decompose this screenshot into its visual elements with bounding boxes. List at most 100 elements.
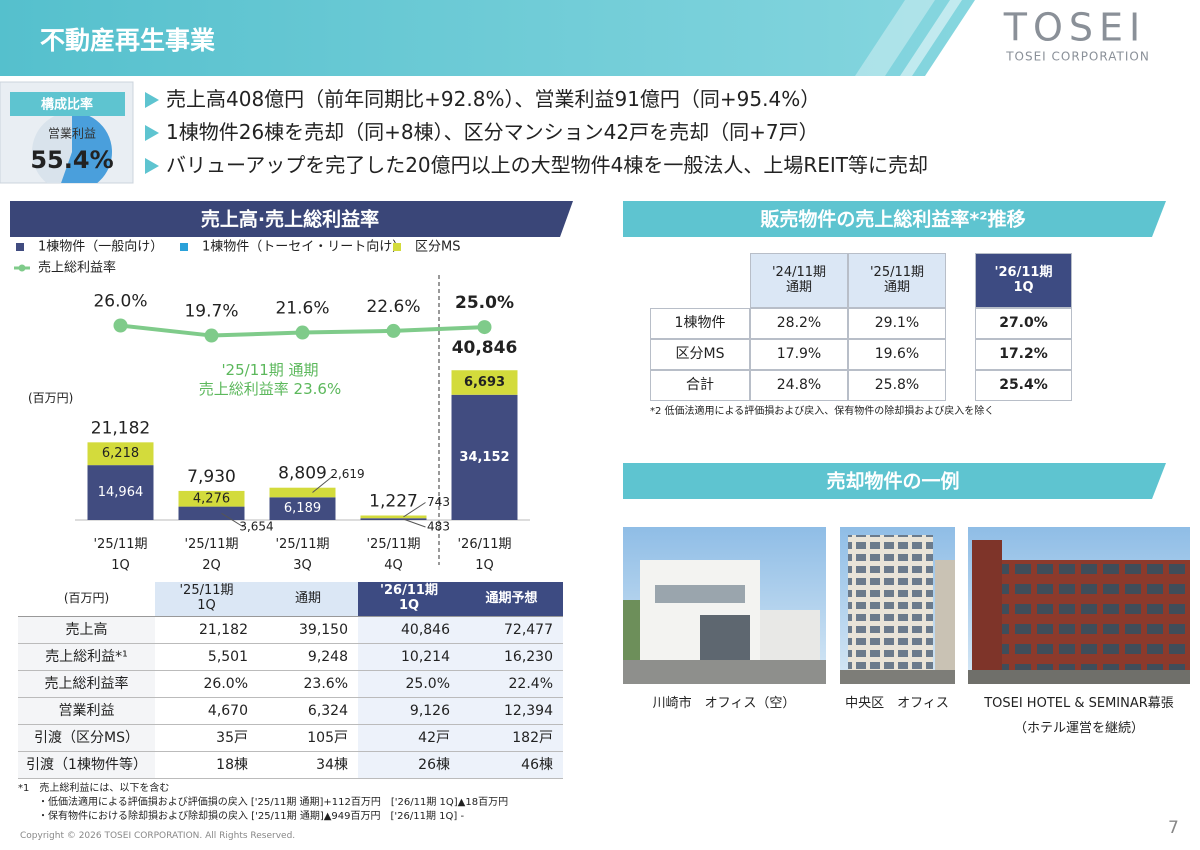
legend-swatch [16, 243, 24, 251]
table-cell: 16,230 [460, 644, 563, 671]
bar-segment [87, 465, 154, 520]
line-point [113, 318, 128, 333]
margin-cell: 29.1% [848, 308, 946, 339]
table-row-label: 売上総利益率 [18, 671, 155, 698]
unit-label: (百万円) [28, 391, 74, 405]
margin-header: '26/11期 1Q [975, 253, 1072, 308]
table-row-label: 売上総利益*¹ [18, 644, 155, 671]
pie-value-label: 55.4% [30, 146, 113, 174]
margin-row-label: 1棟物件 [650, 308, 750, 339]
pie-slice [61, 112, 112, 183]
table-cell: 46棟 [460, 752, 563, 779]
table-header: 通期 [258, 582, 358, 617]
table-cell: 18棟 [155, 752, 258, 779]
table-cell: 72,477 [460, 617, 563, 644]
page-number: 7 [1168, 818, 1179, 838]
margin-cell: 17.2% [975, 339, 1072, 370]
leader-line [221, 512, 244, 528]
bullet-marker [145, 92, 159, 108]
ratio-title: 構成比率 [41, 97, 93, 113]
table-cell: 40,846 [358, 617, 460, 644]
table-cell: 10,214 [358, 644, 460, 671]
line-point [477, 320, 492, 335]
legend-label: 区分MS [415, 240, 460, 255]
margin-header: '24/11期 通期 [750, 253, 848, 308]
table-cell: 35戸 [155, 725, 258, 752]
table-header: '25/11期 1Q [155, 582, 258, 617]
legend-swatch [393, 243, 401, 251]
x-tick-label: '25/11期 2Q [184, 537, 239, 574]
leader-line [403, 502, 426, 518]
bar-value-label: 6,218 [102, 446, 139, 461]
table-cell: 4,670 [155, 698, 258, 725]
header-stripe [855, 0, 935, 76]
bullet-text: 1棟物件26棟を売却（同+8棟）、区分マンション42戸を売却（同+7戸） [166, 120, 819, 144]
table-cell: 34棟 [258, 752, 358, 779]
section-header [10, 201, 573, 237]
table-header: 通期予想 [460, 582, 563, 617]
table-row-label: 売上高 [18, 617, 155, 644]
table-header: '26/11期 1Q [358, 582, 460, 617]
total-label: 7,930 [187, 467, 236, 487]
x-tick-label: '25/11期 3Q [275, 537, 330, 574]
pie-group [32, 112, 112, 183]
line-value-label: 22.6% [366, 297, 420, 317]
total-label: 8,809 [278, 464, 327, 484]
bar-value-label: 34,152 [459, 450, 509, 465]
line-value-label: 25.0% [455, 293, 514, 313]
copyright: Copyright © 2026 TOSEI CORPORATION. All … [20, 831, 296, 841]
pie-category: 営業利益 [48, 127, 96, 141]
table-cell: 105戸 [258, 725, 358, 752]
header-bar [0, 0, 975, 76]
legend-dot [18, 264, 26, 272]
section-title: 売却物件の一例 [826, 470, 959, 493]
section-header [623, 463, 1166, 499]
table-cell: 5,501 [155, 644, 258, 671]
margin-cell: 25.8% [848, 370, 946, 401]
margin-row-label: 合計 [650, 370, 750, 401]
annotation: '25/11期 通期 売上総利益率 23.6% [198, 361, 342, 398]
bullet-text: バリューアップを完了した20億円以上の大型物件4棟を一般法人、上場REIT等に売… [166, 153, 929, 177]
bar-segment [360, 515, 427, 519]
leader-line [312, 474, 335, 493]
legend-swatch [180, 243, 188, 251]
bullet-marker [145, 125, 159, 141]
line-point [295, 325, 310, 340]
total-label: 40,846 [452, 338, 518, 358]
margin-row-label: 区分MS [650, 339, 750, 370]
table-cell: 12,394 [460, 698, 563, 725]
bar-value-label: 6,189 [284, 501, 321, 516]
line-point [204, 328, 219, 343]
table-cell: 22.4% [460, 671, 563, 698]
bullet-text: 売上高408億円（前年同期比+92.8%）、営業利益91億円（同+95.4%） [166, 87, 821, 111]
x-tick-label: '25/11期 4Q [366, 537, 421, 574]
bar-segment [451, 370, 518, 395]
line-value-label: 26.0% [93, 292, 147, 312]
margin-cell: 19.6% [848, 339, 946, 370]
photo [968, 527, 1190, 684]
table-cell: 9,248 [258, 644, 358, 671]
margin-cell: 28.2% [750, 308, 848, 339]
bar-value-label: 3,654 [239, 520, 273, 534]
table-cell: 26棟 [358, 752, 460, 779]
table-row-label: 引渡（1棟物件等） [18, 752, 155, 779]
photo-caption: TOSEI HOTEL & SEMINAR幕張 （ホテル運営を継続） [984, 696, 1174, 736]
bar-segment [87, 442, 154, 466]
bar-segment [178, 490, 245, 507]
margin-cell: 17.9% [750, 339, 848, 370]
bar-value-label: 4,276 [193, 491, 230, 506]
bar-segment [269, 487, 336, 498]
x-tick-label: '26/11期 1Q [457, 537, 512, 574]
bar-segment [451, 394, 518, 520]
table-cell: 182戸 [460, 725, 563, 752]
bar-segment [178, 506, 245, 520]
line-value-label: 21.6% [275, 299, 329, 319]
footnote: ・保有物件における除却損および除却損の戻入 ['25/11期 通期]▲949百万… [38, 811, 465, 822]
total-label: 1,227 [369, 492, 418, 512]
bar-value-label: 14,964 [98, 485, 144, 500]
footnote: *1 売上総利益には、以下を含む [18, 783, 170, 794]
table-cell: 39,150 [258, 617, 358, 644]
bar-value-label: 6,693 [464, 375, 505, 390]
bar-value-label: 743 [427, 495, 450, 509]
